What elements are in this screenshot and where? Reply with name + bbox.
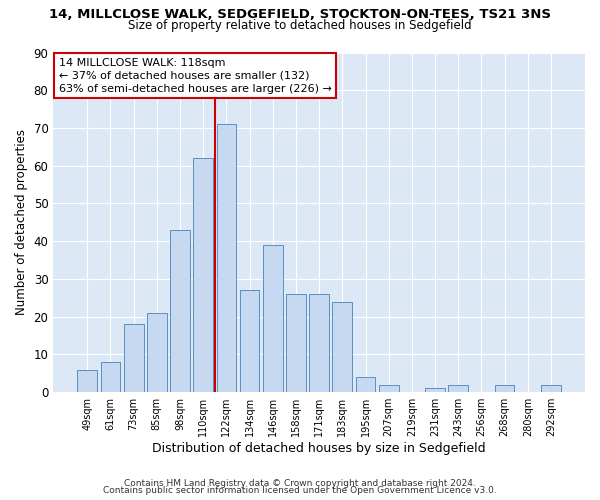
Text: Size of property relative to detached houses in Sedgefield: Size of property relative to detached ho… (128, 18, 472, 32)
Bar (332, 302, 352, 392)
Bar (170, 230, 190, 392)
Bar (101, 362, 121, 392)
Bar (193, 158, 213, 392)
X-axis label: Distribution of detached houses by size in Sedgefield: Distribution of detached houses by size … (152, 442, 486, 455)
Text: Contains HM Land Registry data © Crown copyright and database right 2024.: Contains HM Land Registry data © Crown c… (124, 478, 476, 488)
Bar (425, 388, 445, 392)
Bar (77, 370, 97, 392)
Bar (379, 384, 398, 392)
Bar (147, 313, 167, 392)
Bar (263, 245, 283, 392)
Bar (495, 384, 514, 392)
Bar (240, 290, 259, 392)
Bar (541, 384, 561, 392)
Bar (309, 294, 329, 392)
Bar (356, 377, 376, 392)
Text: 14 MILLCLOSE WALK: 118sqm
← 37% of detached houses are smaller (132)
63% of semi: 14 MILLCLOSE WALK: 118sqm ← 37% of detac… (59, 58, 331, 94)
Bar (217, 124, 236, 392)
Bar (286, 294, 306, 392)
Text: 14, MILLCLOSE WALK, SEDGEFIELD, STOCKTON-ON-TEES, TS21 3NS: 14, MILLCLOSE WALK, SEDGEFIELD, STOCKTON… (49, 8, 551, 20)
Bar (448, 384, 468, 392)
Text: Contains public sector information licensed under the Open Government Licence v3: Contains public sector information licen… (103, 486, 497, 495)
Bar (124, 324, 143, 392)
Y-axis label: Number of detached properties: Number of detached properties (15, 130, 28, 316)
